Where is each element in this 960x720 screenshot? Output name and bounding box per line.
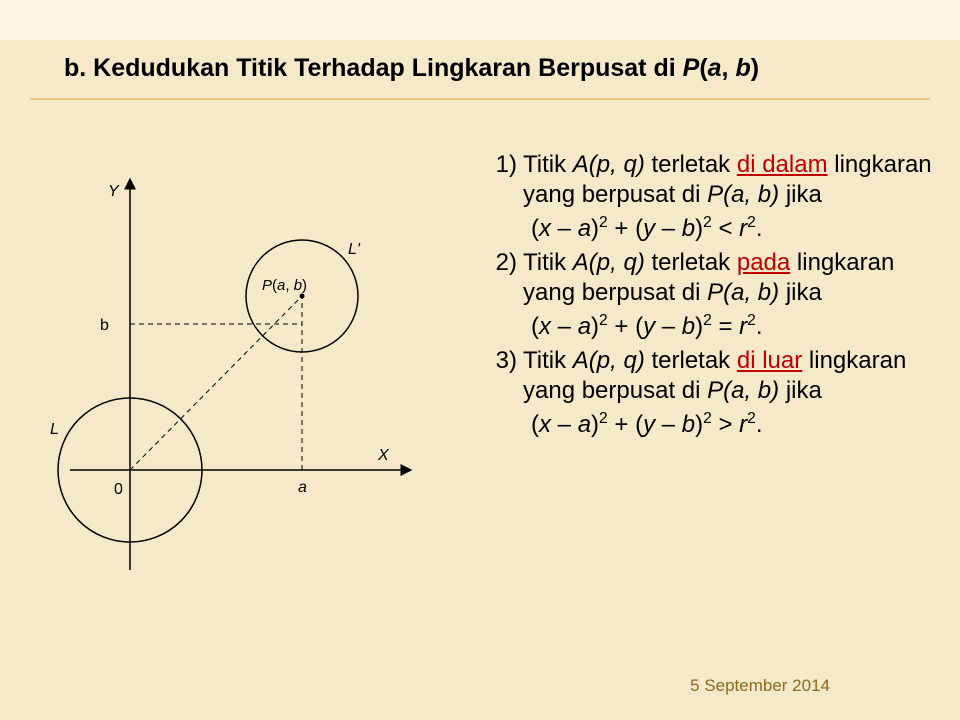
slide-title: b. Kedudukan Titik Terhadap Lingkaran Be… [64,54,920,83]
title-a: a [708,54,722,82]
title-comma: , [722,54,736,82]
svg-text:0: 0 [114,481,123,498]
item-text: Titik A(p, q) terletak di dalam lingkara… [523,151,932,208]
list-item: 1)Titik A(p, q) terletak di dalam lingka… [475,150,935,210]
list-item: 3)Titik A(p, q) terletak di luar lingkar… [475,346,935,406]
item-number: 1) [483,150,517,180]
circle-diagram: X Y L L' P(a, b) b a 0 [50,160,450,580]
content-list: 1)Titik A(p, q) terletak di dalam lingka… [475,150,935,444]
footer-date: 5 September 2014 [690,676,830,696]
svg-text:X: X [377,447,390,464]
horizontal-rule [30,98,930,100]
item-text: Titik A(p, q) terletak di luar lingkaran… [523,347,906,404]
title-prefix: b. Kedudukan Titik Terhadap Lingkaran Be… [64,54,683,82]
title-open: ( [699,54,707,82]
svg-text:L: L [50,421,59,438]
list-item: 2)Titik A(p, q) terletak pada lingkaran … [475,248,935,308]
svg-text:P(a, b): P(a, b) [262,277,307,294]
equation: (x – a)2 + (y – b)2 > r2. [475,410,935,440]
title-close: ) [751,54,759,82]
title-P: P [683,54,700,82]
svg-text:L': L' [348,241,361,258]
svg-text:a: a [298,479,307,496]
svg-text:Y: Y [108,183,120,200]
equation: (x – a)2 + (y – b)2 = r2. [475,312,935,342]
keyword: di dalam [737,151,828,178]
diagram-area: X Y L L' P(a, b) b a 0 [50,160,450,580]
svg-text:b: b [100,317,109,334]
item-number: 2) [483,248,517,278]
keyword: di luar [737,347,802,374]
keyword: pada [737,249,790,276]
top-band [0,0,960,40]
item-text: Titik A(p, q) terletak pada lingkaran ya… [523,249,894,306]
equation: (x – a)2 + (y – b)2 < r2. [475,214,935,244]
title-b: b [735,54,750,82]
item-number: 3) [483,346,517,376]
